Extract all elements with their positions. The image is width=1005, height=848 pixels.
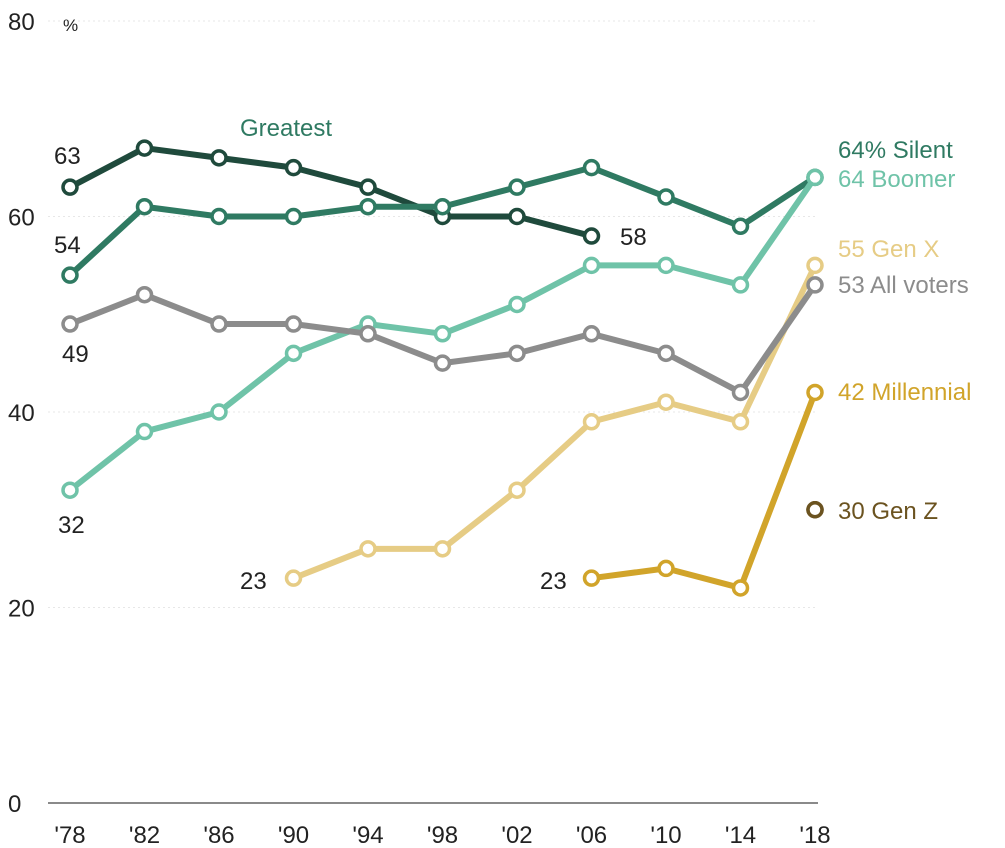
- data-point-all: [582, 325, 601, 343]
- y-tick-label: 80: [8, 9, 35, 36]
- data-point-greatest: [135, 139, 154, 157]
- data-point-millennial: [657, 559, 675, 578]
- series-all: [61, 276, 824, 402]
- gridlines: [48, 20, 818, 608]
- annotation-silent: 64% Silent: [838, 137, 953, 164]
- series-genx: [284, 256, 824, 587]
- x-tick-label: '06: [576, 822, 607, 848]
- data-point-all: [806, 276, 824, 294]
- x-tick-label: '82: [129, 822, 160, 848]
- annotation-genz: 30 Gen Z: [838, 498, 938, 525]
- data-point-genx: [359, 540, 377, 558]
- annotation-greatest: Greatest: [240, 115, 332, 142]
- x-tick-label: '10: [650, 822, 681, 848]
- x-axis-ticks: '78 '82 '86 '90 '94 '98 '02 '06 '10 '14 '18: [54, 822, 830, 848]
- data-point-genx: [508, 481, 526, 499]
- annotation-all: 53 All voters: [838, 272, 969, 299]
- y-tick-label: 40: [8, 400, 35, 427]
- annotation-23genx: 23: [240, 568, 267, 595]
- data-point-silent: [135, 197, 154, 216]
- data-point-silent: [61, 266, 79, 284]
- y-tick-label: 20: [8, 596, 35, 623]
- data-point-millennial: [806, 383, 824, 402]
- data-point-millennial: [731, 579, 750, 597]
- data-point-genx: [284, 569, 303, 587]
- annotation-32: 32: [58, 512, 85, 539]
- annotation-49: 49: [62, 341, 89, 368]
- data-point-genx: [806, 256, 824, 275]
- data-point-silent: [284, 207, 303, 226]
- data-point-boomer: [433, 325, 452, 343]
- annotation-boomer: 64 Boomer: [838, 166, 955, 193]
- data-point-genz: [806, 501, 824, 519]
- x-tick-label: '90: [278, 822, 309, 848]
- data-point-silent: [433, 197, 452, 216]
- annotation-millennial: 42 Millennial: [838, 379, 971, 406]
- data-point-boomer: [284, 344, 303, 363]
- data-point-boomer: [731, 276, 750, 294]
- x-tick-label: '98: [427, 822, 458, 848]
- data-point-boomer: [61, 481, 79, 499]
- annotation-58: 58: [620, 224, 647, 251]
- data-point-all: [731, 383, 750, 402]
- data-point-greatest: [582, 227, 601, 245]
- series-lines: [61, 139, 824, 597]
- series-millennial: [582, 383, 824, 597]
- data-point-all: [657, 344, 675, 363]
- data-point-greatest: [210, 149, 228, 167]
- annotation-genx: 55 Gen X: [838, 236, 939, 263]
- y-tick-label: 60: [8, 205, 35, 232]
- data-point-genx: [657, 393, 675, 411]
- data-point-millennial: [582, 569, 601, 587]
- data-point-all: [284, 315, 303, 333]
- data-point-all: [210, 315, 228, 333]
- data-point-silent: [210, 207, 228, 226]
- data-point-boomer: [210, 403, 228, 421]
- data-point-greatest: [508, 207, 526, 226]
- data-point-boomer: [806, 168, 824, 187]
- x-tick-label: '86: [203, 822, 234, 848]
- x-tick-label: '94: [352, 822, 383, 848]
- data-point-silent: [359, 197, 377, 216]
- series-boomer: [61, 168, 824, 499]
- series-greatest: [61, 139, 601, 245]
- data-point-all: [61, 315, 79, 333]
- data-point-silent: [582, 158, 601, 177]
- data-point-greatest: [61, 178, 79, 196]
- data-point-silent: [508, 178, 526, 196]
- data-point-genx: [433, 540, 452, 558]
- data-point-silent: [731, 217, 750, 236]
- series-line-genx: [290, 262, 818, 582]
- annotation-63: 63: [54, 143, 81, 170]
- data-point-greatest: [284, 158, 303, 177]
- y-axis-unit-label: %: [63, 16, 78, 35]
- data-point-genx: [582, 413, 601, 431]
- data-point-boomer: [582, 256, 601, 275]
- data-point-boomer: [508, 295, 526, 314]
- annotation-23mil: 23: [540, 568, 567, 595]
- x-tick-label: '14: [725, 822, 756, 848]
- data-point-genx: [731, 413, 750, 431]
- data-point-boomer: [135, 422, 154, 441]
- data-point-all: [433, 354, 452, 372]
- x-tick-label: '18: [799, 822, 830, 848]
- series-line-millennial: [588, 389, 818, 591]
- data-point-all: [359, 325, 377, 343]
- y-axis-ticks: 0 20 40 60 80: [8, 9, 35, 818]
- annotation-54: 54: [54, 232, 81, 259]
- data-point-boomer: [657, 256, 675, 275]
- y-tick-label: 0: [8, 791, 21, 818]
- data-point-all: [508, 344, 526, 363]
- x-tick-label: '02: [501, 822, 532, 848]
- series-line-greatest: [67, 145, 595, 240]
- data-point-all: [135, 285, 154, 304]
- data-point-silent: [657, 188, 675, 206]
- data-point-greatest: [359, 178, 377, 196]
- x-tick-label: '78: [54, 822, 85, 848]
